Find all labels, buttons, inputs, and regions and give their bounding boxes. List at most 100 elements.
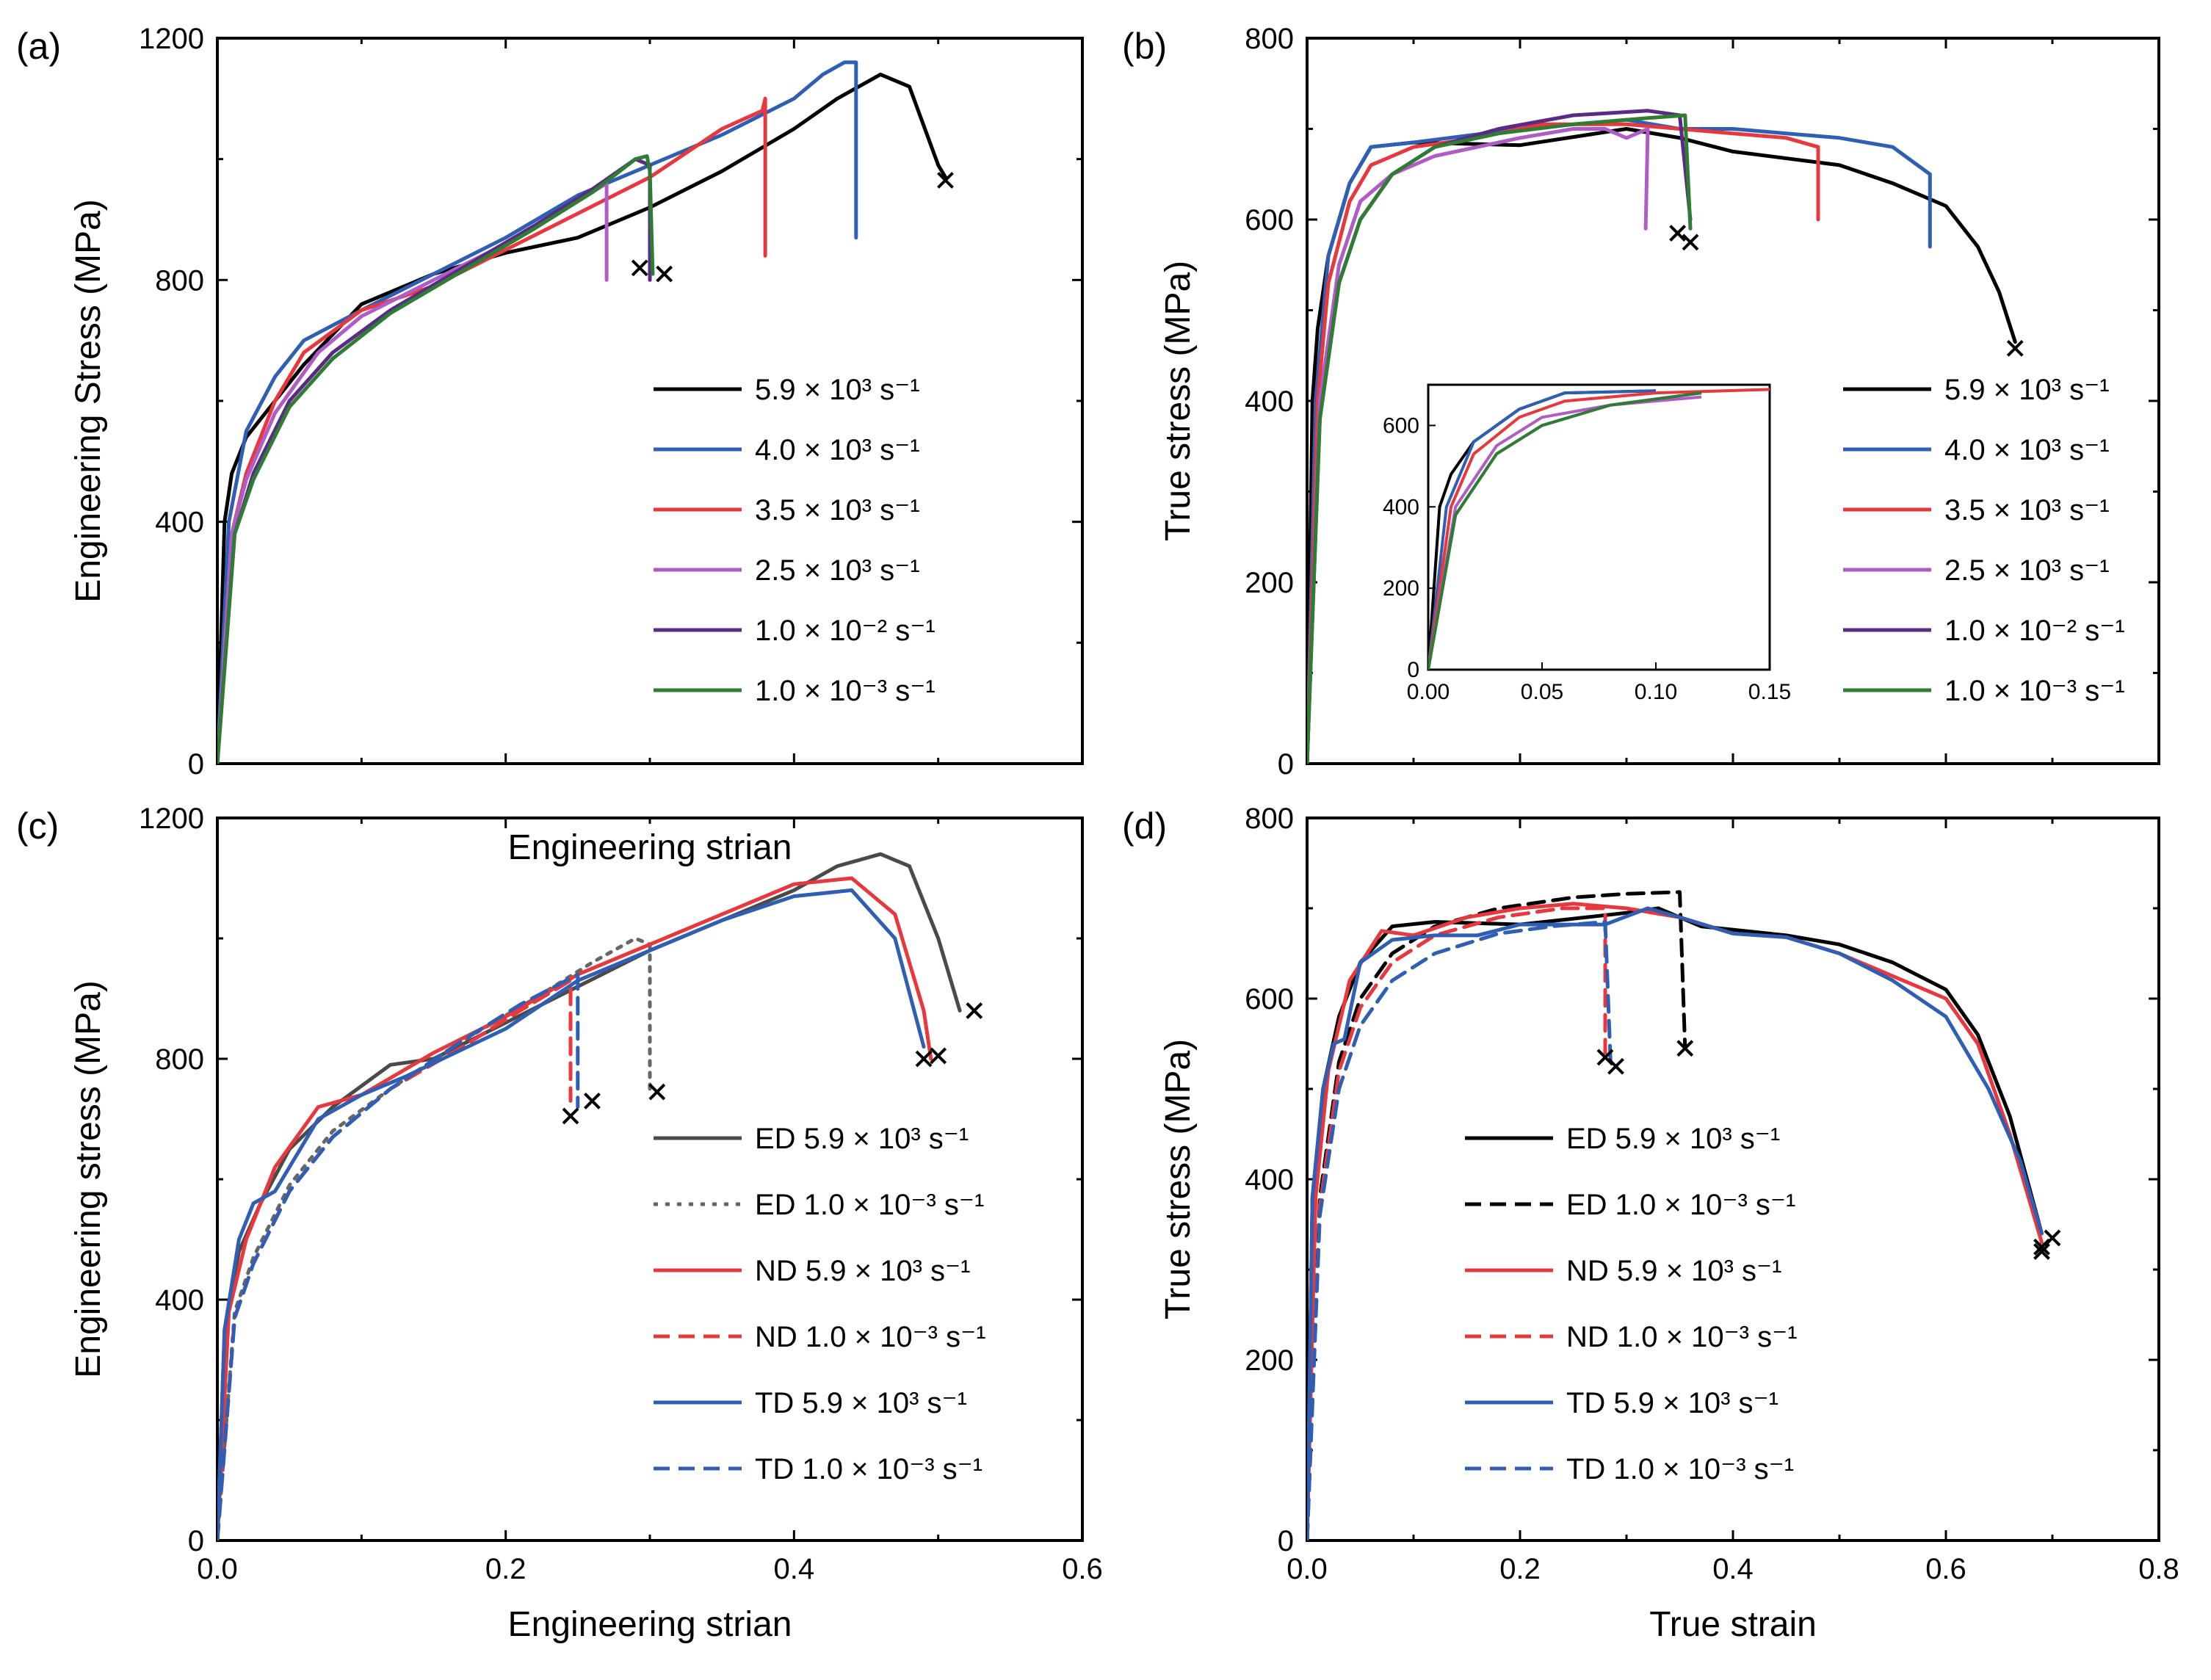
legend-entry-4: 1.0 × 10⁻² s⁻¹	[1944, 615, 2125, 647]
x-tick-label: 0.4	[774, 1553, 815, 1585]
inset-y-tick-label: 600	[1383, 413, 1419, 438]
panel-label: (a)	[16, 26, 61, 67]
y-tick-label: 0	[1278, 1525, 1294, 1557]
legend-entry-3: ND 1.0 × 10⁻³ s⁻¹	[755, 1321, 986, 1353]
legend-entry-0: ED 5.9 × 10³ s⁻¹	[1566, 1123, 1780, 1155]
y-tick-label: 800	[155, 1043, 204, 1076]
x-tick-label: 0.6	[1925, 1553, 1966, 1585]
x-axis-title: Engineering strian	[508, 1605, 792, 1644]
legend-entry-3: 2.5 × 10³ s⁻¹	[755, 554, 920, 587]
legend-entry-4: TD 5.9 × 10³ s⁻¹	[1566, 1387, 1778, 1419]
legend-entry-1: 4.0 × 10³ s⁻¹	[1944, 434, 2110, 466]
y-tick-label: 800	[155, 264, 204, 297]
legend-entry-5: 1.0 × 10⁻³ s⁻¹	[1944, 675, 2125, 707]
fracture-marker	[2033, 1242, 2050, 1260]
legend-entry-3: 2.5 × 10³ s⁻¹	[1944, 554, 2110, 587]
panel-label: (d)	[1122, 805, 1167, 847]
fracture-marker	[937, 172, 954, 189]
series-line-1	[217, 60, 858, 764]
inset-x-tick-label: 0.15	[1748, 680, 1791, 704]
legend: 5.9 × 10³ s⁻¹ 4.0 × 10³ s⁻¹ 3.5 × 10³ s⁻¹ 2…	[654, 374, 936, 707]
panel-label: (c)	[16, 805, 59, 847]
legend-entry-2: ND 5.9 × 10³ s⁻¹	[1566, 1255, 1781, 1287]
fracture-marker	[930, 1047, 947, 1065]
inset-x-tick-label: 0.05	[1521, 680, 1563, 704]
x-tick-label: 0.0	[1287, 1553, 1328, 1585]
series-group	[1307, 890, 2044, 1540]
inset-series-line-5	[1428, 391, 1702, 670]
y-tick-label: 0	[188, 1525, 204, 1557]
series-line-4	[217, 157, 652, 764]
series-group	[217, 60, 947, 764]
y-tick-label: 0	[1278, 748, 1294, 781]
y-axis-title: Engineering stress (MPa)	[69, 980, 108, 1378]
panel-label: (b)	[1122, 26, 1167, 67]
series-line-3	[1307, 127, 1650, 764]
fracture-marker	[2033, 1238, 2050, 1256]
fracture-marker	[1676, 1040, 1694, 1057]
inset-x-tick-label: 0.00	[1407, 680, 1450, 704]
fracture-marker	[2006, 339, 2024, 357]
series-line-2	[1307, 902, 2044, 1540]
series-line-2	[217, 876, 933, 1540]
series-group	[217, 852, 962, 1540]
fracture-marker	[656, 265, 673, 283]
fracture-marker	[648, 1083, 666, 1101]
series-line-5	[217, 154, 655, 764]
plot-frame	[216, 37, 1084, 765]
inset-y-tick-label: 400	[1383, 495, 1419, 519]
series-line-4	[1307, 906, 2044, 1540]
y-axis-title: Engineering Stress (MPa)	[69, 199, 108, 603]
legend-entry-0: 5.9 × 10³ s⁻¹	[1944, 374, 2110, 406]
y-tick-label: 400	[155, 507, 204, 539]
legend-entry-4: TD 5.9 × 10³ s⁻¹	[755, 1387, 967, 1419]
y-axis-title: True stress (MPa)	[1159, 1039, 1198, 1319]
y-tick-label: 1200	[139, 23, 204, 55]
legend-entry-1: 4.0 × 10³ s⁻¹	[755, 434, 920, 466]
y-axis-title: True stress (MPa)	[1159, 261, 1198, 541]
x-tick-label: 0.0	[197, 1553, 238, 1585]
series-line-5	[1307, 920, 1613, 1540]
fracture-marker	[915, 1050, 933, 1068]
series-line-3	[1307, 906, 1607, 1540]
x-tick-label: 0.4	[1712, 1553, 1754, 1585]
x-axis-title: True strain	[1649, 1605, 1817, 1644]
panel-2: 0.0 0.2 0.4 0.6 0 400 800 1200 Engineering stria…	[16, 803, 1103, 1644]
fracture-marker	[562, 1107, 579, 1125]
legend-entry-5: TD 1.0 × 10⁻³ s⁻¹	[1566, 1453, 1794, 1485]
series-line-0	[217, 72, 947, 764]
series-line-3	[217, 181, 609, 764]
legend-entry-4: 1.0 × 10⁻² s⁻¹	[755, 615, 936, 647]
fracture-marker	[1669, 225, 1687, 242]
series-line-5	[217, 972, 580, 1540]
y-tick-label: 200	[1245, 567, 1294, 599]
fracture-marker	[1682, 233, 1699, 251]
legend: ED 5.9 × 10³ s⁻¹ ED 1.0 × 10⁻³ s⁻¹ ND 5.9 …	[1465, 1123, 1798, 1485]
y-tick-label: 600	[1245, 204, 1294, 236]
panel-3: 0.0 0.2 0.4 0.6 0.8 0 200 400 600 800 True strain T…	[1122, 803, 2179, 1644]
inset-y-tick-label: 200	[1383, 576, 1419, 601]
inset-series-line-2	[1428, 388, 1770, 670]
fracture-marker	[584, 1092, 601, 1109]
legend-entry-2: 3.5 × 10³ s⁻¹	[1944, 494, 2110, 526]
inset-plot: 0.00 0.05 0.10 0.15 0 200 400 600	[1383, 383, 1791, 704]
inset-y-tick-label: 0	[1407, 658, 1419, 682]
y-tick-label: 200	[1245, 1344, 1294, 1377]
y-tick-label: 400	[1245, 385, 1294, 418]
x-tick-label: 0.2	[485, 1553, 526, 1585]
fracture-marker	[631, 259, 648, 277]
series-line-1	[217, 936, 652, 1540]
x-axis-title: Engineering strian	[508, 828, 792, 867]
inset-series-line-1	[1428, 389, 1657, 670]
x-tick-label: 0.6	[1062, 1553, 1103, 1585]
plot-frame	[216, 817, 1084, 1542]
legend: ED 5.9 × 10³ s⁻¹ ED 1.0 × 10⁻³ s⁻¹ ND 5.9 …	[654, 1123, 986, 1485]
x-tick-label: 0.8	[2138, 1553, 2179, 1585]
legend-entry-5: TD 1.0 × 10⁻³ s⁻¹	[755, 1453, 983, 1485]
legend-entry-3: ND 1.0 × 10⁻³ s⁻¹	[1566, 1321, 1798, 1353]
y-tick-label: 400	[1245, 1164, 1294, 1196]
legend: 5.9 × 10³ s⁻¹ 4.0 × 10³ s⁻¹ 3.5 × 10³ s⁻¹ 2…	[1843, 374, 2125, 707]
y-tick-label: 800	[1245, 23, 1294, 55]
fracture-marker	[966, 1002, 983, 1019]
